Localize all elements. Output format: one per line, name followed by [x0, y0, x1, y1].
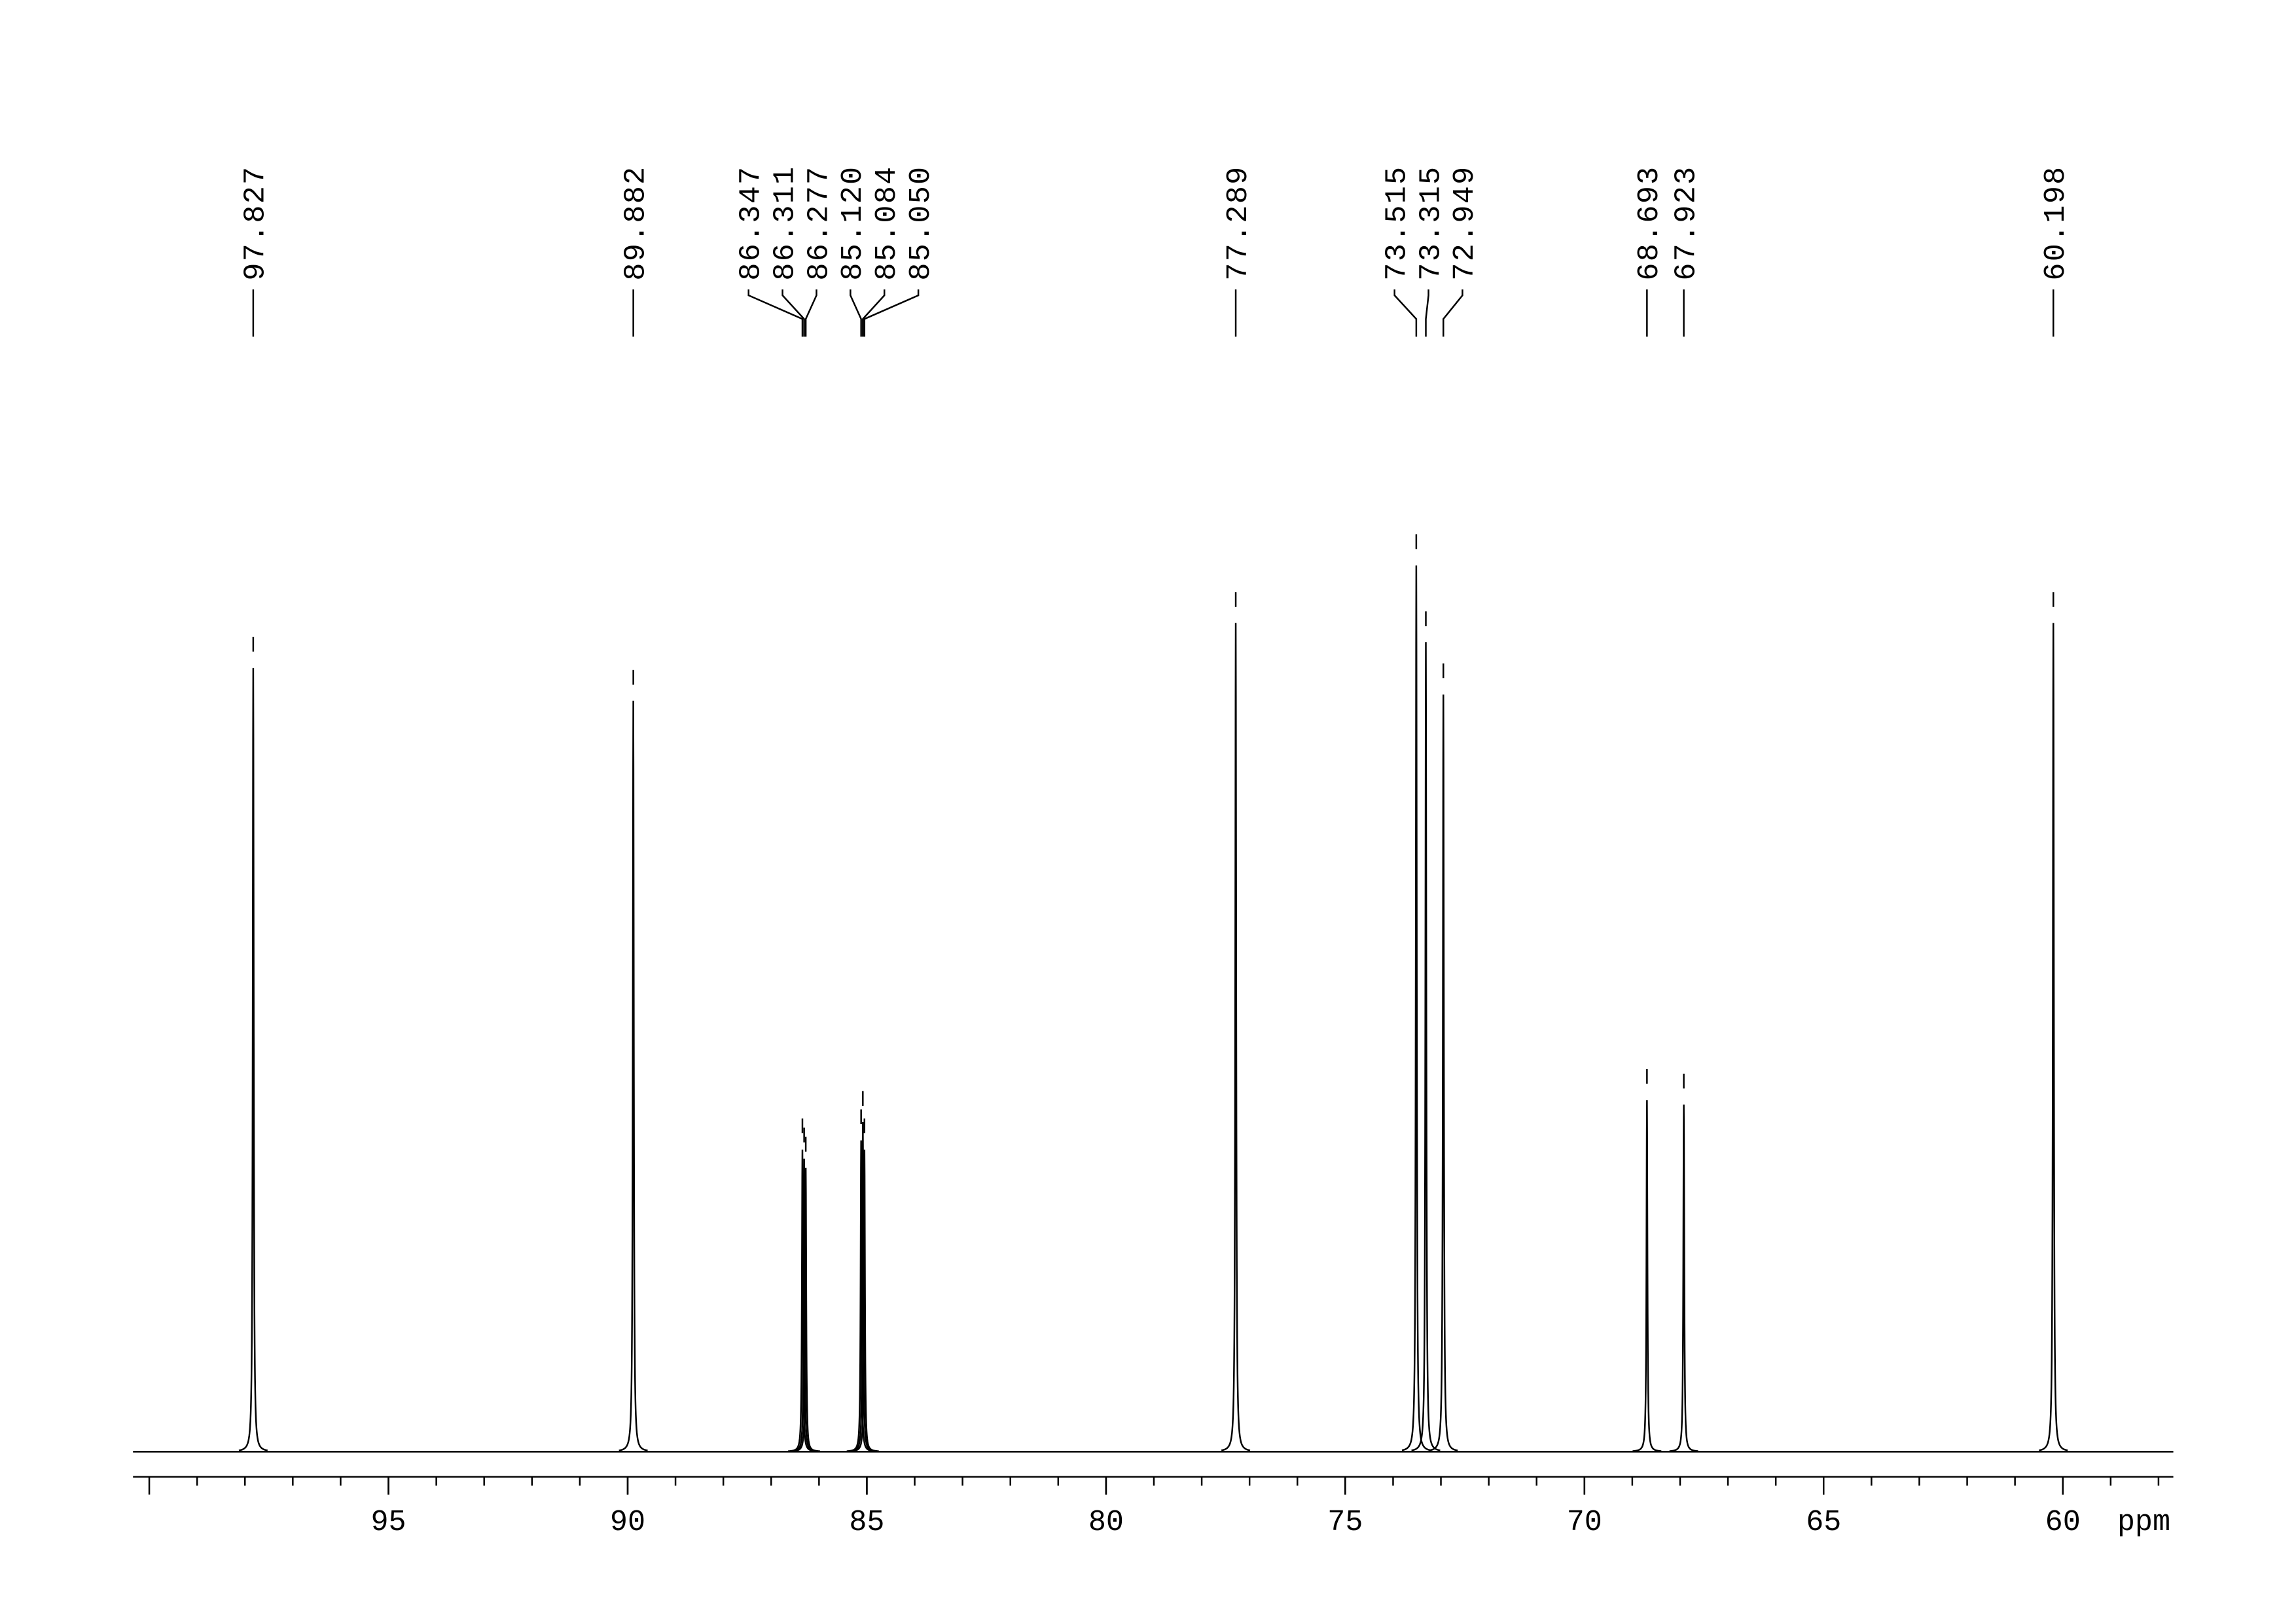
peak-label: 89.882	[619, 166, 653, 281]
peak-label: 85.050	[904, 166, 938, 281]
peak-connector	[747, 289, 804, 337]
peak-connector	[850, 289, 862, 337]
peak-connector	[1425, 289, 1429, 337]
x-tick-label: 75	[1327, 1505, 1363, 1539]
peak-label: 97.827	[239, 166, 273, 281]
x-tick-label: 90	[610, 1505, 645, 1539]
peak	[1401, 565, 1431, 1451]
peak-connector	[1443, 289, 1463, 337]
x-tick-label: 95	[370, 1505, 406, 1539]
peak	[238, 668, 268, 1451]
x-tick-label: 85	[849, 1505, 884, 1539]
peak-label: 73.515	[1380, 166, 1414, 281]
peak-connector	[1393, 289, 1418, 337]
peak	[1669, 1104, 1698, 1452]
peak	[791, 1167, 821, 1452]
peak-connector	[781, 289, 805, 337]
peak-label: 86.277	[802, 166, 836, 281]
peak	[1429, 694, 1458, 1451]
peak-label: 77.289	[1221, 166, 1255, 281]
x-tick-label: 60	[2045, 1505, 2081, 1539]
peak	[1632, 1100, 1662, 1452]
peak-label: 86.311	[768, 166, 802, 281]
peak-label: 72.949	[1448, 166, 1482, 281]
peak	[1221, 623, 1251, 1451]
x-tick-label: 80	[1088, 1505, 1124, 1539]
peak-connector	[862, 289, 886, 337]
peak-label: 67.923	[1669, 166, 1703, 281]
peak-label: 85.120	[836, 166, 870, 281]
peak-label: 85.084	[870, 166, 904, 281]
peak-label: 60.198	[2039, 166, 2073, 281]
x-tick-label: 70	[1567, 1505, 1602, 1539]
x-tick-label: 65	[1806, 1505, 1841, 1539]
peak-label: 73.315	[1414, 166, 1448, 281]
x-axis-label: ppm	[2117, 1505, 2170, 1539]
peak	[2039, 623, 2068, 1451]
peak	[850, 1149, 879, 1452]
peak-label: 68.693	[1632, 166, 1666, 281]
peak-label: 86.347	[734, 166, 768, 281]
peak	[619, 701, 648, 1451]
peak-connector	[863, 289, 920, 337]
peak-connector	[804, 289, 817, 337]
